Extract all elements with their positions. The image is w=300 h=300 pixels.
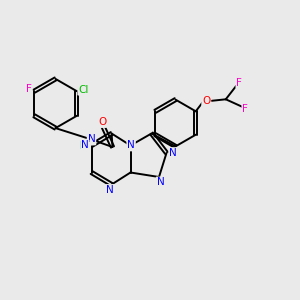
- Text: F: F: [26, 84, 32, 94]
- Text: F: F: [242, 104, 248, 114]
- Text: O: O: [202, 96, 210, 106]
- Text: N: N: [81, 140, 89, 151]
- Text: F: F: [236, 78, 242, 88]
- Text: N: N: [169, 148, 177, 158]
- Text: N: N: [157, 177, 164, 188]
- Text: O: O: [98, 117, 106, 127]
- Text: N: N: [106, 185, 114, 195]
- Text: N: N: [88, 134, 95, 145]
- Text: N: N: [127, 140, 135, 151]
- Text: Cl: Cl: [78, 85, 88, 95]
- Text: H: H: [80, 141, 87, 151]
